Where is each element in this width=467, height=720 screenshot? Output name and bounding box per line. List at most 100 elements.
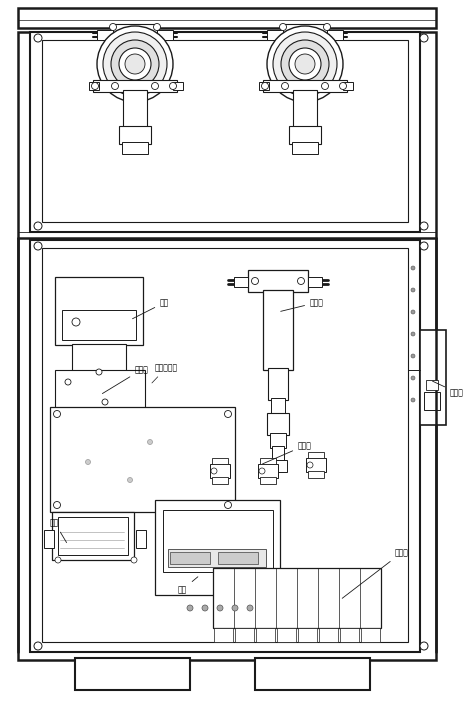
Circle shape [411, 398, 415, 402]
Bar [267, 413, 289, 435]
Circle shape [151, 83, 158, 89]
Bar [272, 446, 284, 462]
Bar [260, 458, 276, 464]
Bar [212, 477, 228, 484]
Bar [319, 628, 338, 642]
Bar [122, 142, 148, 154]
Circle shape [34, 242, 42, 250]
Circle shape [411, 266, 415, 270]
Bar [424, 392, 440, 410]
Bar [168, 549, 266, 567]
Circle shape [111, 40, 159, 88]
Circle shape [232, 605, 238, 611]
Circle shape [420, 34, 428, 42]
Bar [263, 80, 347, 92]
Circle shape [411, 376, 415, 380]
Bar [163, 510, 273, 572]
Bar [75, 658, 190, 690]
Bar [170, 552, 210, 564]
Circle shape [420, 642, 428, 650]
Text: 滤水器: 滤水器 [281, 298, 324, 311]
Bar [55, 277, 143, 345]
Bar [361, 628, 380, 642]
Circle shape [273, 32, 337, 96]
Bar [327, 30, 343, 40]
Bar [269, 460, 287, 472]
Circle shape [72, 318, 80, 326]
Circle shape [411, 310, 415, 314]
Bar [50, 407, 235, 512]
Bar [343, 82, 353, 90]
Bar [259, 82, 269, 90]
Bar [72, 344, 126, 372]
Bar [30, 32, 420, 232]
Bar [78, 370, 120, 382]
Bar [30, 240, 420, 652]
Circle shape [97, 26, 173, 102]
Bar [93, 80, 177, 92]
Circle shape [252, 277, 259, 284]
Bar [97, 30, 113, 40]
Bar [267, 30, 283, 40]
Text: 气泵: 气泵 [133, 298, 169, 319]
Circle shape [55, 557, 61, 563]
Bar [271, 398, 285, 415]
Bar [270, 433, 286, 448]
Circle shape [411, 288, 415, 292]
Bar [234, 277, 248, 287]
Circle shape [262, 83, 269, 89]
Bar [18, 8, 436, 28]
Bar [260, 477, 276, 484]
Text: 转二转接管: 转二转接管 [152, 363, 178, 383]
Bar [308, 452, 324, 458]
Bar [212, 458, 228, 464]
Circle shape [297, 277, 304, 284]
Bar [55, 370, 145, 410]
Circle shape [54, 410, 61, 418]
Text: 电源: 电源 [178, 577, 198, 594]
Circle shape [225, 410, 232, 418]
Circle shape [202, 605, 208, 611]
Circle shape [109, 24, 116, 30]
Circle shape [259, 468, 265, 474]
Bar [289, 126, 321, 144]
Text: 电路板: 电路板 [102, 365, 149, 394]
Bar [214, 628, 233, 642]
Circle shape [411, 354, 415, 358]
Bar [256, 628, 275, 642]
Circle shape [321, 83, 328, 89]
Bar [293, 90, 317, 127]
Bar [306, 458, 326, 472]
Bar [426, 380, 438, 390]
Circle shape [420, 222, 428, 230]
Bar [157, 30, 173, 40]
Bar [42, 248, 408, 642]
Circle shape [225, 502, 232, 508]
Bar [283, 24, 327, 44]
Bar [136, 530, 146, 548]
Circle shape [92, 83, 99, 89]
Circle shape [324, 24, 331, 30]
Text: 流量计: 流量计 [432, 381, 464, 397]
Bar [292, 142, 318, 154]
Bar [18, 32, 436, 660]
Circle shape [307, 462, 313, 468]
Circle shape [170, 83, 177, 89]
Bar [258, 464, 278, 478]
Circle shape [125, 54, 145, 74]
Bar [52, 512, 134, 560]
Circle shape [295, 54, 315, 74]
Bar [89, 82, 99, 90]
Circle shape [148, 439, 153, 444]
Circle shape [34, 222, 42, 230]
Circle shape [34, 642, 42, 650]
Text: 电磁阀: 电磁阀 [342, 548, 409, 598]
Text: 开关: 开关 [50, 518, 67, 543]
Circle shape [119, 48, 151, 80]
Bar [218, 552, 258, 564]
Bar [113, 24, 157, 44]
Bar [277, 628, 296, 642]
Bar [263, 290, 293, 370]
Circle shape [96, 369, 102, 375]
Circle shape [131, 557, 137, 563]
